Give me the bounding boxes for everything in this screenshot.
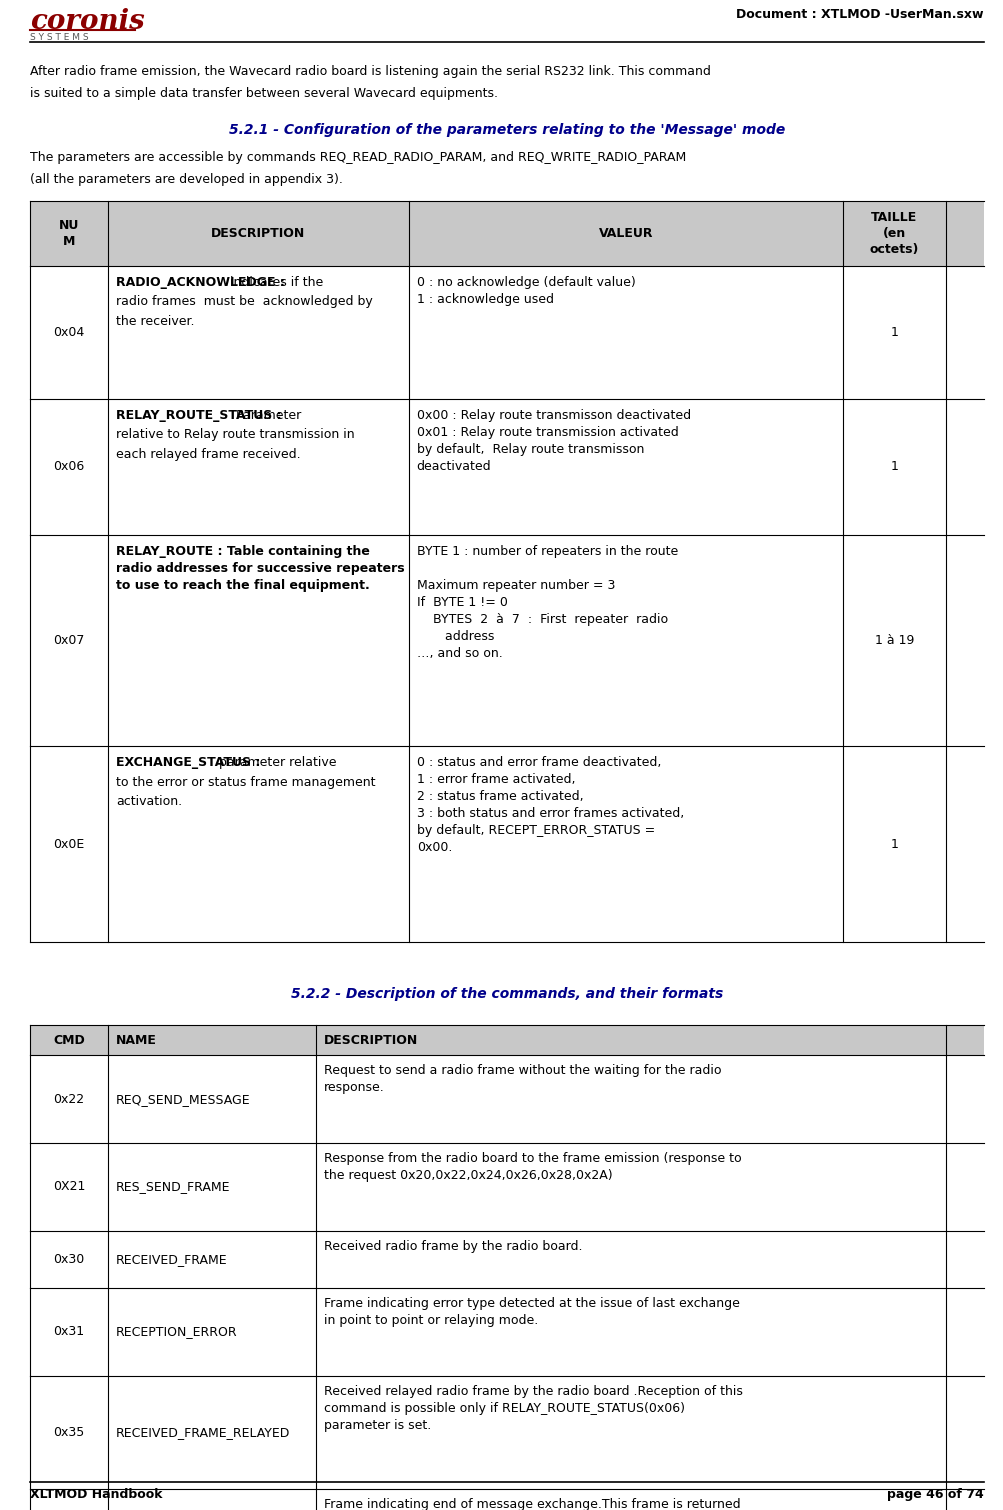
Text: the receiver.: the receiver. bbox=[116, 316, 195, 328]
Bar bbox=[30, 746, 983, 942]
Text: 0x0E: 0x0E bbox=[53, 838, 84, 850]
Text: 0x31: 0x31 bbox=[53, 1326, 84, 1338]
Text: 0 : no acknowledge (default value)
1 : acknowledge used: 0 : no acknowledge (default value) 1 : a… bbox=[416, 276, 635, 307]
Bar bbox=[30, 1376, 983, 1489]
Text: RES_SEND_FRAME: RES_SEND_FRAME bbox=[116, 1181, 231, 1193]
Text: DESCRIPTION: DESCRIPTION bbox=[212, 226, 305, 240]
Text: (all the parameters are developed in appendix 3).: (all the parameters are developed in app… bbox=[30, 174, 343, 186]
Bar bbox=[30, 1231, 983, 1288]
Text: DESCRIPTION: DESCRIPTION bbox=[324, 1034, 418, 1046]
Text: 0x30: 0x30 bbox=[53, 1253, 84, 1265]
Text: 5.2.2 - Description of the commands, and their formats: 5.2.2 - Description of the commands, and… bbox=[291, 988, 722, 1001]
Text: 0 : status and error frame deactivated,
1 : error frame activated,
2 : status fr: 0 : status and error frame deactivated, … bbox=[416, 757, 683, 855]
Text: After radio frame emission, the Wavecard radio board is listening again the seri: After radio frame emission, the Wavecard… bbox=[30, 65, 710, 79]
Text: radio frames  must be  acknowledged by: radio frames must be acknowledged by bbox=[116, 296, 372, 308]
Text: 0X21: 0X21 bbox=[53, 1181, 85, 1193]
Text: Frame indicating end of message exchange.This frame is returned
only after  0x22: Frame indicating end of message exchange… bbox=[324, 1498, 740, 1510]
Text: 1: 1 bbox=[890, 326, 898, 338]
Text: NU
M: NU M bbox=[59, 219, 79, 248]
Text: NAME: NAME bbox=[116, 1034, 156, 1046]
Text: XLTMOD Handbook: XLTMOD Handbook bbox=[30, 1487, 162, 1501]
Text: 0x00 : Relay route transmisson deactivated
0x01 : Relay route transmission activ: 0x00 : Relay route transmisson deactivat… bbox=[416, 409, 690, 473]
Text: each relayed frame received.: each relayed frame received. bbox=[116, 448, 301, 461]
Text: activation.: activation. bbox=[116, 796, 183, 808]
Text: Response from the radio board to the frame emission (response to
the request 0x2: Response from the radio board to the fra… bbox=[324, 1152, 741, 1182]
Bar bbox=[30, 535, 983, 746]
Text: Document : XTLMOD -UserMan.sxw: Document : XTLMOD -UserMan.sxw bbox=[736, 8, 983, 21]
Text: indicates if the: indicates if the bbox=[227, 276, 323, 288]
Text: page 46 of 74: page 46 of 74 bbox=[887, 1487, 983, 1501]
Text: Frame indicating error type detected at the issue of last exchange
in point to p: Frame indicating error type detected at … bbox=[324, 1297, 739, 1327]
Bar bbox=[30, 1288, 983, 1376]
Text: 0x07: 0x07 bbox=[53, 634, 84, 646]
Text: Parameter: Parameter bbox=[232, 409, 301, 421]
Text: 0x22: 0x22 bbox=[53, 1093, 84, 1105]
Bar bbox=[30, 201, 983, 266]
Bar bbox=[30, 1055, 983, 1143]
Text: REQ_SEND_MESSAGE: REQ_SEND_MESSAGE bbox=[116, 1093, 251, 1105]
Text: is suited to a simple data transfer between several Wavecard equipments.: is suited to a simple data transfer betw… bbox=[30, 88, 497, 100]
Text: Received relayed radio frame by the radio board .Reception of this
command is po: Received relayed radio frame by the radi… bbox=[324, 1385, 742, 1431]
Bar bbox=[30, 399, 983, 535]
Text: S Y S T E M S: S Y S T E M S bbox=[30, 33, 88, 42]
Text: CMD: CMD bbox=[53, 1034, 85, 1046]
Text: RELAY_ROUTE_STATUS :: RELAY_ROUTE_STATUS : bbox=[116, 409, 282, 421]
Text: 0x35: 0x35 bbox=[53, 1425, 84, 1439]
Bar bbox=[30, 266, 983, 399]
Text: parameter relative: parameter relative bbox=[215, 757, 336, 769]
Text: 0x06: 0x06 bbox=[53, 461, 84, 473]
Text: RECEIVED_FRAME: RECEIVED_FRAME bbox=[116, 1253, 228, 1265]
Bar bbox=[30, 1143, 983, 1231]
Text: EXCHANGE_STATUS :: EXCHANGE_STATUS : bbox=[116, 757, 261, 769]
Text: coronis: coronis bbox=[30, 8, 144, 35]
Text: to the error or status frame management: to the error or status frame management bbox=[116, 776, 375, 788]
Bar bbox=[30, 1489, 983, 1510]
Text: RECEPTION_ERROR: RECEPTION_ERROR bbox=[116, 1326, 238, 1338]
Text: RECEIVED_FRAME_RELAYED: RECEIVED_FRAME_RELAYED bbox=[116, 1425, 290, 1439]
Text: VALEUR: VALEUR bbox=[598, 226, 652, 240]
Text: The parameters are accessible by commands REQ_READ_RADIO_PARAM, and REQ_WRITE_RA: The parameters are accessible by command… bbox=[30, 151, 686, 165]
Text: 1: 1 bbox=[890, 461, 898, 473]
Text: 1 à 19: 1 à 19 bbox=[874, 634, 913, 646]
Text: BYTE 1 : number of repeaters in the route

Maximum repeater number = 3
If  BYTE : BYTE 1 : number of repeaters in the rout… bbox=[416, 545, 677, 660]
Text: 5.2.1 - Configuration of the parameters relating to the 'Message' mode: 5.2.1 - Configuration of the parameters … bbox=[229, 122, 784, 137]
Bar bbox=[30, 1025, 983, 1055]
Text: Received radio frame by the radio board.: Received radio frame by the radio board. bbox=[324, 1240, 582, 1253]
Text: RADIO_ACKNOWLEDGE :: RADIO_ACKNOWLEDGE : bbox=[116, 276, 285, 288]
Text: TAILLE
(en
octets): TAILLE (en octets) bbox=[869, 211, 918, 257]
Text: 1: 1 bbox=[890, 838, 898, 850]
Text: RELAY_ROUTE : Table containing the
radio addresses for successive repeaters
to u: RELAY_ROUTE : Table containing the radio… bbox=[116, 545, 404, 592]
Text: Request to send a radio frame without the waiting for the radio
response.: Request to send a radio frame without th… bbox=[324, 1065, 721, 1095]
Text: relative to Relay route transmission in: relative to Relay route transmission in bbox=[116, 429, 354, 441]
Text: 0x04: 0x04 bbox=[53, 326, 84, 338]
